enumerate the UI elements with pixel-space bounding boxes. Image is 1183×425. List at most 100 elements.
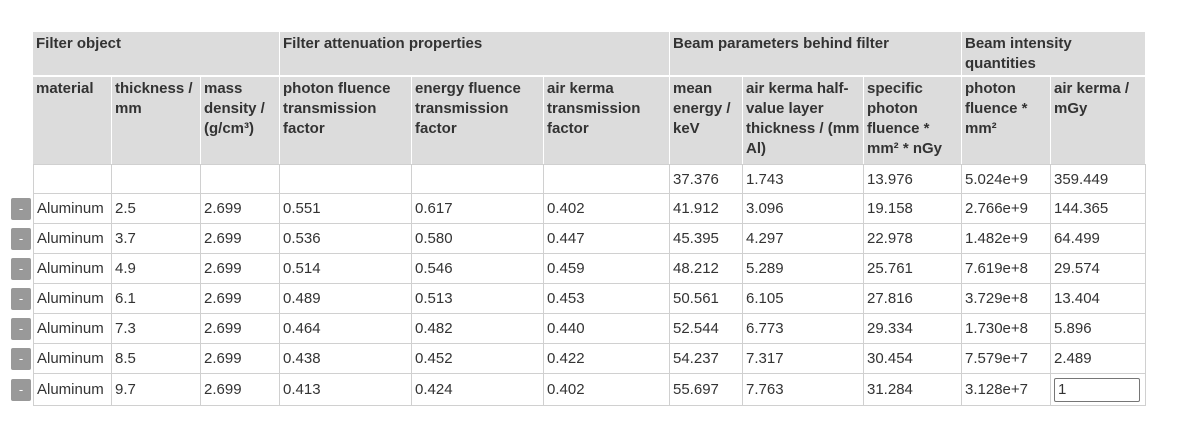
cell-photon-fluence: 1.730e+8 (962, 314, 1051, 344)
column-header-material: material (33, 77, 112, 164)
cell-specific-photon-fluence: 29.334 (864, 314, 962, 344)
group-header-filter-attenuation: Filter attenuation properties (280, 32, 670, 77)
cell-photon-fluence-transmission: 0.489 (280, 284, 412, 314)
column-header-mass-density: mass density / (g/cm³) (201, 77, 280, 164)
cell-photon-fluence: 7.579e+7 (962, 344, 1051, 374)
cell-specific-photon-fluence: 22.978 (864, 224, 962, 254)
column-header-photon-fluence: photon fluence * mm² (962, 77, 1051, 164)
cell-photon-fluence-transmission: 0.464 (280, 314, 412, 344)
cell-material: Aluminum (33, 284, 112, 314)
cell-energy-fluence-transmission: 0.424 (412, 374, 544, 406)
cell-photon-fluence-transmission: 0.551 (280, 194, 412, 224)
filter-row: - Aluminum 7.3 2.699 0.464 0.482 0.440 5… (9, 314, 1146, 344)
cell-photon-fluence-transmission: 0.438 (280, 344, 412, 374)
column-header-energy-fluence-transmission: energy fluence transmission factor (412, 77, 544, 164)
cell-mean-energy: 48.212 (670, 254, 743, 284)
remove-filter-button[interactable]: - (11, 198, 31, 220)
cell-specific-photon-fluence: 30.454 (864, 344, 962, 374)
column-header-air-kerma: air kerma / mGy (1051, 77, 1146, 164)
cell-thickness: 9.7 (112, 374, 201, 406)
cell-energy-fluence-transmission: 0.546 (412, 254, 544, 284)
cell-material: Aluminum (33, 344, 112, 374)
filter-row: - Aluminum 8.5 2.699 0.438 0.452 0.422 5… (9, 344, 1146, 374)
column-header-mean-energy: mean energy / keV (670, 77, 743, 164)
cell-material: Aluminum (33, 314, 112, 344)
cell-empty (544, 164, 670, 194)
cell-thickness: 7.3 (112, 314, 201, 344)
column-header-half-value-layer: air kerma half-value layer thickness / (… (743, 77, 864, 164)
cell-mean-energy: 37.376 (670, 164, 743, 194)
cell-thickness: 2.5 (112, 194, 201, 224)
filter-attenuation-table: Filter object Filter attenuation propert… (9, 32, 1146, 406)
attenuation-table-container: Filter object Filter attenuation propert… (9, 32, 1146, 406)
remove-filter-button[interactable]: - (11, 258, 31, 280)
cell-photon-fluence: 1.482e+9 (962, 224, 1051, 254)
cell-material: Aluminum (33, 194, 112, 224)
group-header-row: Filter object Filter attenuation propert… (9, 32, 1146, 77)
cell-mean-energy: 41.912 (670, 194, 743, 224)
column-header-spacer (9, 77, 33, 164)
cell-photon-fluence-transmission: 0.413 (280, 374, 412, 406)
cell-air-kerma-transmission: 0.459 (544, 254, 670, 284)
cell-half-value-layer: 4.297 (743, 224, 864, 254)
column-header-air-kerma-transmission: air kerma transmission factor (544, 77, 670, 164)
cell-air-kerma: 29.574 (1051, 254, 1146, 284)
remove-filter-button[interactable]: - (11, 379, 31, 401)
cell-specific-photon-fluence: 19.158 (864, 194, 962, 224)
cell-mass-density: 2.699 (201, 344, 280, 374)
group-header-beam-parameters: Beam parameters behind filter (670, 32, 962, 77)
column-header-photon-fluence-transmission: photon fluence transmission factor (280, 77, 412, 164)
filter-row: - Aluminum 6.1 2.699 0.489 0.513 0.453 5… (9, 284, 1146, 314)
cell-energy-fluence-transmission: 0.617 (412, 194, 544, 224)
cell-specific-photon-fluence: 31.284 (864, 374, 962, 406)
cell-photon-fluence: 3.128e+7 (962, 374, 1051, 406)
cell-photon-fluence-transmission: 0.536 (280, 224, 412, 254)
cell-specific-photon-fluence: 13.976 (864, 164, 962, 194)
cell-photon-fluence: 3.729e+8 (962, 284, 1051, 314)
cell-half-value-layer: 1.743 (743, 164, 864, 194)
cell-energy-fluence-transmission: 0.482 (412, 314, 544, 344)
cell-air-kerma-transmission: 0.422 (544, 344, 670, 374)
cell-half-value-layer: 7.763 (743, 374, 864, 406)
row-button-spacer (9, 164, 33, 194)
cell-air-kerma: 144.365 (1051, 194, 1146, 224)
remove-filter-button[interactable]: - (11, 288, 31, 310)
remove-filter-button[interactable]: - (11, 318, 31, 340)
cell-photon-fluence: 2.766e+9 (962, 194, 1051, 224)
cell-air-kerma-transmission: 0.402 (544, 194, 670, 224)
cell-thickness: 3.7 (112, 224, 201, 254)
cell-material: Aluminum (33, 254, 112, 284)
remove-filter-button[interactable]: - (11, 348, 31, 370)
cell-empty (412, 164, 544, 194)
filter-row: - Aluminum 4.9 2.699 0.514 0.546 0.459 4… (9, 254, 1146, 284)
unfiltered-beam-row: 37.376 1.743 13.976 5.024e+9 359.449 (9, 164, 1146, 194)
column-header-specific-photon-fluence: specific photon fluence * mm² * nGy (864, 77, 962, 164)
cell-mean-energy: 45.395 (670, 224, 743, 254)
cell-air-kerma: 64.499 (1051, 224, 1146, 254)
remove-filter-button[interactable]: - (11, 228, 31, 250)
cell-air-kerma-transmission: 0.453 (544, 284, 670, 314)
cell-energy-fluence-transmission: 0.452 (412, 344, 544, 374)
cell-air-kerma-transmission: 0.447 (544, 224, 670, 254)
cell-mass-density: 2.699 (201, 194, 280, 224)
cell-air-kerma: 13.404 (1051, 284, 1146, 314)
cell-mass-density: 2.699 (201, 314, 280, 344)
cell-specific-photon-fluence: 25.761 (864, 254, 962, 284)
cell-mass-density: 2.699 (201, 224, 280, 254)
cell-air-kerma: 2.489 (1051, 344, 1146, 374)
cell-half-value-layer: 7.317 (743, 344, 864, 374)
air-kerma-input[interactable] (1054, 377, 1140, 402)
cell-mean-energy: 54.237 (670, 344, 743, 374)
cell-photon-fluence: 7.619e+8 (962, 254, 1051, 284)
cell-thickness: 8.5 (112, 344, 201, 374)
cell-mean-energy: 55.697 (670, 374, 743, 406)
group-header-beam-intensity: Beam intensity quantities (962, 32, 1146, 77)
cell-mass-density: 2.699 (201, 374, 280, 406)
cell-half-value-layer: 6.773 (743, 314, 864, 344)
column-header-row: material thickness / mm mass density / (… (9, 77, 1146, 164)
cell-air-kerma: 5.896 (1051, 314, 1146, 344)
cell-empty (201, 164, 280, 194)
cell-energy-fluence-transmission: 0.580 (412, 224, 544, 254)
cell-energy-fluence-transmission: 0.513 (412, 284, 544, 314)
cell-material: Aluminum (33, 224, 112, 254)
